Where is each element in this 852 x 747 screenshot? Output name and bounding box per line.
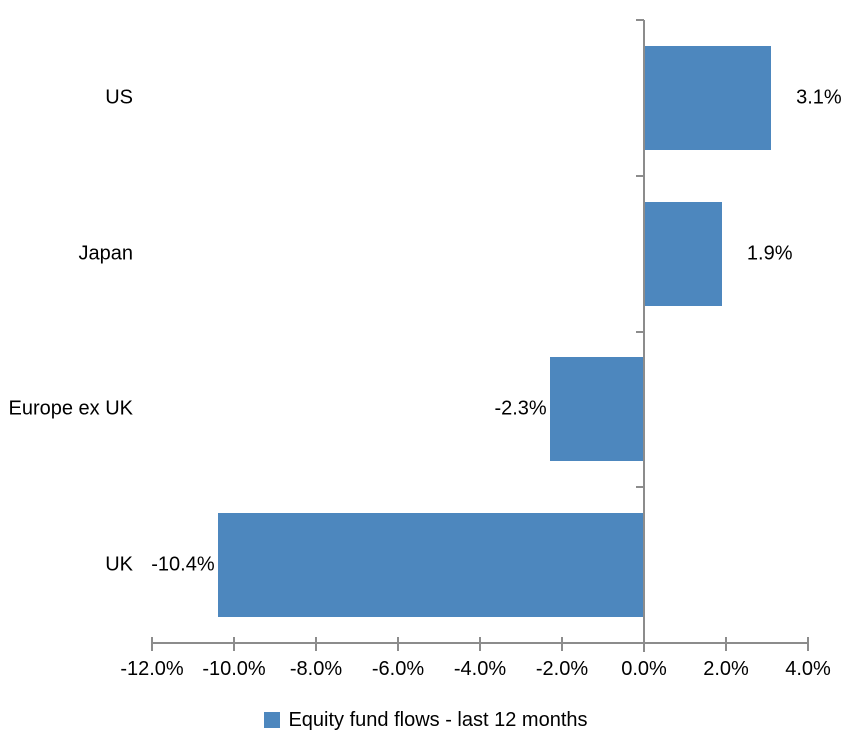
category-label: Europe ex UK [8,397,133,420]
x-axis-tick-label: -4.0% [453,658,507,680]
x-axis-tick [807,637,809,651]
x-axis-tick [561,637,563,651]
x-axis-tick-label: -10.0% [202,658,266,680]
chart-legend: Equity fund flows - last 12 months [0,703,852,737]
bar [217,513,643,618]
data-label: -2.3% [494,397,547,420]
x-axis-tick-label: -8.0% [289,658,343,680]
y-axis-line [643,20,645,652]
x-axis-tick-label: 4.0% [785,658,831,680]
legend-swatch-icon [264,712,281,728]
bar [645,201,722,306]
x-axis-tick [397,637,399,651]
x-axis-tick [643,637,645,651]
legend-label: Equity fund flows - last 12 months [288,708,588,731]
category-axis-tick [636,642,644,644]
category-axis-tick [636,330,644,333]
data-label: 3.1% [796,86,842,109]
x-axis-tick [315,637,317,651]
category-axis-tick [636,174,644,177]
data-label: -10.4% [151,553,215,576]
category-axis-tick [636,19,644,21]
bar [645,45,772,150]
data-label: 1.9% [746,242,793,265]
x-axis-tick [725,637,727,651]
bar [549,357,643,462]
x-axis-tick-label: -6.0% [371,658,425,680]
x-axis-tick-label: 2.0% [703,658,749,680]
x-axis-tick-label: -2.0% [535,658,589,680]
category-label: UK [105,553,133,576]
x-axis-tick [479,637,481,651]
category-axis-tick [636,486,644,489]
category-label: US [105,86,133,109]
x-axis-tick [233,637,235,651]
category-label: Japan [78,242,134,265]
x-axis-tick-label: -12.0% [120,658,184,680]
x-axis-tick-label: 0.0% [621,658,667,680]
x-axis-tick [151,637,153,651]
